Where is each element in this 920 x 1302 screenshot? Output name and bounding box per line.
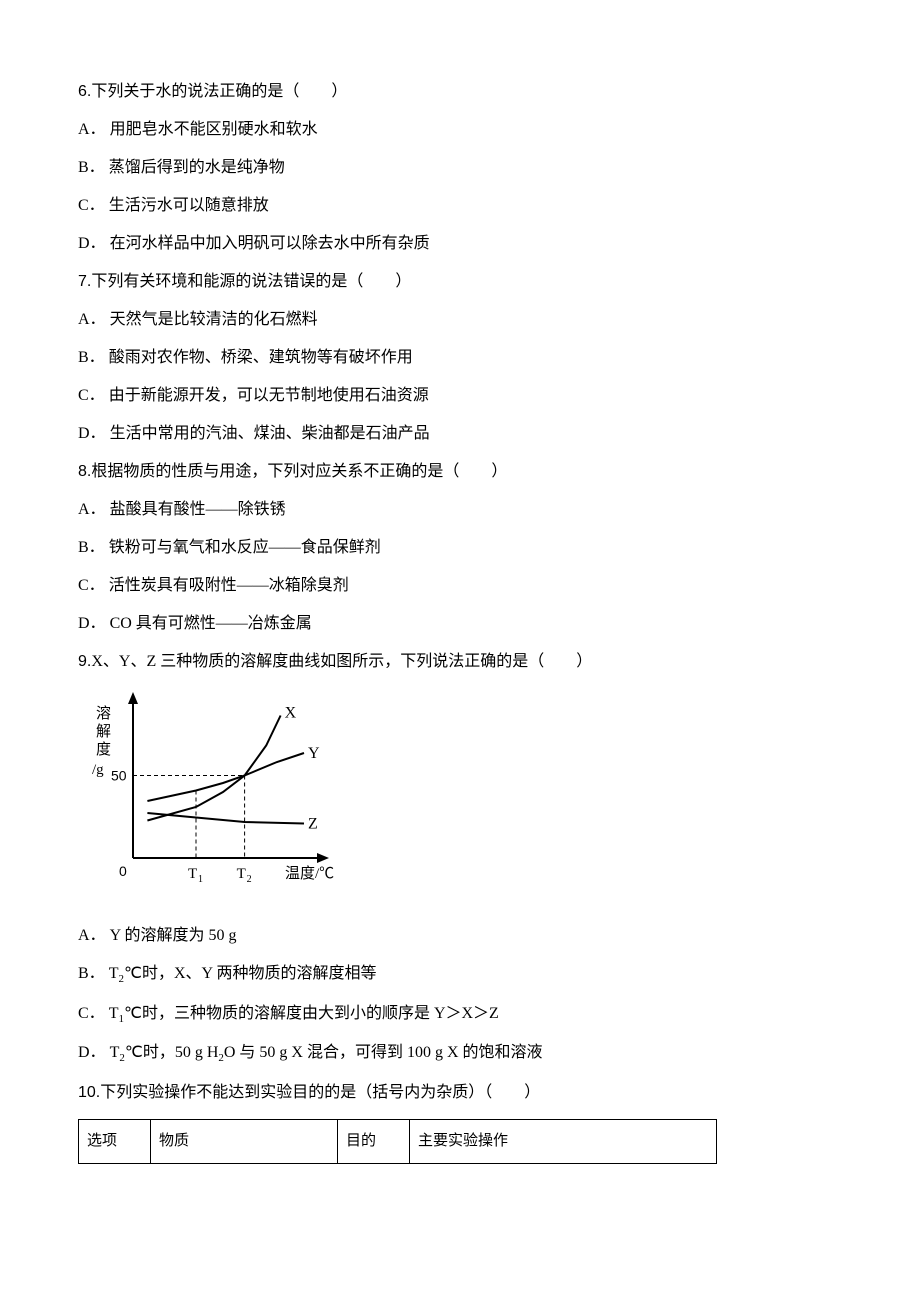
q9-stem-text: X、Y、Z 三种物质的溶解度曲线如图所示，下列说法正确的是（ ） xyxy=(91,653,592,670)
q7-option-b: B．酸雨对农作物、桥梁、建筑物等有破坏作用 xyxy=(78,346,842,370)
option-label: D． xyxy=(78,235,106,252)
q8-c-text: 活性炭具有吸附性——冰箱除臭剂 xyxy=(109,577,349,594)
option-label: A． xyxy=(78,311,106,328)
svg-text:X: X xyxy=(285,705,297,722)
q6-c-text: 生活污水可以随意排放 xyxy=(109,197,269,214)
q7-stem: 7.下列有关环境和能源的说法错误的是（ ） xyxy=(78,270,842,294)
option-label: D． xyxy=(78,1044,106,1061)
q7-option-d: D．生活中常用的汽油、煤油、柴油都是石油产品 xyxy=(78,422,842,446)
q9-number: 9. xyxy=(78,653,91,670)
q6-stem-text: 下列关于水的说法正确的是（ ） xyxy=(91,83,347,100)
q6-b-text: 蒸馏后得到的水是纯净物 xyxy=(109,159,285,176)
q7-d-text: 生活中常用的汽油、煤油、柴油都是石油产品 xyxy=(110,425,430,442)
q9-option-a: A．Y 的溶解度为 50 g xyxy=(78,924,842,948)
q9-option-b: B．T2℃时，X、Y 两种物质的溶解度相等 xyxy=(78,962,842,988)
q9-option-c: C．T1℃时，三种物质的溶解度由大到小的顺序是 Y＞X＞Z xyxy=(78,1002,842,1028)
q6-option-c: C．生活污水可以随意排放 xyxy=(78,194,842,218)
svg-text:度: 度 xyxy=(96,741,111,758)
table-header-row: 选项 物质 目的 主要实验操作 xyxy=(79,1120,717,1164)
q9-c-post: ℃时，三种物质的溶解度由大到小的顺序是 Y＞X＞Z xyxy=(124,1005,499,1022)
svg-text:0: 0 xyxy=(119,863,127,879)
q6-option-d: D．在河水样品中加入明矾可以除去水中所有杂质 xyxy=(78,232,842,256)
table-header-cell: 物质 xyxy=(151,1120,338,1164)
q6-d-text: 在河水样品中加入明矾可以除去水中所有杂质 xyxy=(110,235,430,252)
svg-text:Z: Z xyxy=(308,816,318,833)
chart-svg: 溶解度/g500T1T2温度/℃XYZ xyxy=(78,688,378,898)
table-header-cell: 选项 xyxy=(79,1120,151,1164)
option-label: D． xyxy=(78,615,106,632)
q9-c-pre: T xyxy=(109,1005,119,1022)
q7-b-text: 酸雨对农作物、桥梁、建筑物等有破坏作用 xyxy=(109,349,413,366)
question-10: 10.下列实验操作不能达到实验目的的是（括号内为杂质）（ ） 选项 物质 目的 … xyxy=(78,1081,842,1164)
option-label: B． xyxy=(78,965,105,982)
q7-option-c: C．由于新能源开发，可以无节制地使用石油资源 xyxy=(78,384,842,408)
q10-table: 选项 物质 目的 主要实验操作 xyxy=(78,1119,717,1164)
option-label: C． xyxy=(78,197,105,214)
q9-b-post: ℃时，X、Y 两种物质的溶解度相等 xyxy=(124,965,377,982)
q8-option-c: C．活性炭具有吸附性——冰箱除臭剂 xyxy=(78,574,842,598)
q7-option-a: A．天然气是比较清洁的化石燃料 xyxy=(78,308,842,332)
q9-a-text: Y 的溶解度为 50 g xyxy=(110,927,237,944)
option-label: B． xyxy=(78,159,105,176)
option-label: A． xyxy=(78,927,106,944)
q9-d-pre: T xyxy=(110,1044,120,1061)
svg-text:Y: Y xyxy=(308,745,320,762)
svg-text:溶: 溶 xyxy=(96,705,111,722)
question-9: 9.X、Y、Z 三种物质的溶解度曲线如图所示，下列说法正确的是（ ） 溶解度/g… xyxy=(78,650,842,1067)
q8-option-d: D．CO 具有可燃性——冶炼金属 xyxy=(78,612,842,636)
q9-d-mid: ℃时，50 g H xyxy=(125,1044,219,1061)
q8-option-a: A．盐酸具有酸性——除铁锈 xyxy=(78,498,842,522)
q8-option-b: B．铁粉可与氧气和水反应——食品保鲜剂 xyxy=(78,536,842,560)
q8-stem-text: 根据物质的性质与用途，下列对应关系不正确的是（ ） xyxy=(91,463,507,480)
q9-option-d: D．T2℃时，50 g H2O 与 50 g X 混合，可得到 100 g X … xyxy=(78,1041,842,1067)
q7-number: 7. xyxy=(78,273,91,290)
question-8: 8.根据物质的性质与用途，下列对应关系不正确的是（ ） A．盐酸具有酸性——除铁… xyxy=(78,460,842,636)
table-header-cell: 目的 xyxy=(338,1120,410,1164)
question-6: 6.下列关于水的说法正确的是（ ） A．用肥皂水不能区别硬水和软水 B．蒸馏后得… xyxy=(78,80,842,256)
option-label: A． xyxy=(78,501,106,518)
q7-c-text: 由于新能源开发，可以无节制地使用石油资源 xyxy=(109,387,429,404)
q8-stem: 8.根据物质的性质与用途，下列对应关系不正确的是（ ） xyxy=(78,460,842,484)
option-label: C． xyxy=(78,387,105,404)
option-label: B． xyxy=(78,349,105,366)
svg-text:1: 1 xyxy=(198,874,203,885)
q8-d-text: CO 具有可燃性——冶炼金属 xyxy=(110,615,312,632)
svg-text:解: 解 xyxy=(96,723,111,740)
q6-number: 6. xyxy=(78,83,91,100)
q10-stem: 10.下列实验操作不能达到实验目的的是（括号内为杂质）（ ） xyxy=(78,1081,842,1105)
svg-text:2: 2 xyxy=(247,874,252,885)
q9-stem: 9.X、Y、Z 三种物质的溶解度曲线如图所示，下列说法正确的是（ ） xyxy=(78,650,842,674)
table-header-cell: 主要实验操作 xyxy=(410,1120,717,1164)
q6-stem: 6.下列关于水的说法正确的是（ ） xyxy=(78,80,842,104)
q9-d-post: O 与 50 g X 混合，可得到 100 g X 的饱和溶液 xyxy=(224,1044,543,1061)
svg-text:50: 50 xyxy=(111,768,127,784)
q9-b-pre: T xyxy=(109,965,119,982)
svg-text:T: T xyxy=(188,866,197,882)
q6-option-b: B．蒸馏后得到的水是纯净物 xyxy=(78,156,842,180)
option-label: A． xyxy=(78,121,106,138)
question-7: 7.下列有关环境和能源的说法错误的是（ ） A．天然气是比较清洁的化石燃料 B．… xyxy=(78,270,842,446)
option-label: D． xyxy=(78,425,106,442)
svg-text:/g: /g xyxy=(92,762,104,778)
exam-page: 6.下列关于水的说法正确的是（ ） A．用肥皂水不能区别硬水和软水 B．蒸馏后得… xyxy=(0,0,920,1238)
option-label: B． xyxy=(78,539,105,556)
q6-a-text: 用肥皂水不能区别硬水和软水 xyxy=(110,121,318,138)
q10-number: 10. xyxy=(78,1084,100,1101)
solubility-chart: 溶解度/g500T1T2温度/℃XYZ xyxy=(78,688,842,906)
q8-number: 8. xyxy=(78,463,91,480)
q7-a-text: 天然气是比较清洁的化石燃料 xyxy=(110,311,318,328)
q6-option-a: A．用肥皂水不能区别硬水和软水 xyxy=(78,118,842,142)
q8-b-text: 铁粉可与氧气和水反应——食品保鲜剂 xyxy=(109,539,381,556)
svg-text:温度/℃: 温度/℃ xyxy=(285,865,334,882)
svg-text:T: T xyxy=(237,866,246,882)
q8-a-text: 盐酸具有酸性——除铁锈 xyxy=(110,501,286,518)
option-label: C． xyxy=(78,577,105,594)
q7-stem-text: 下列有关环境和能源的说法错误的是（ ） xyxy=(91,273,411,290)
q10-stem-text: 下列实验操作不能达到实验目的的是（括号内为杂质）（ ） xyxy=(100,1084,540,1101)
option-label: C． xyxy=(78,1005,105,1022)
